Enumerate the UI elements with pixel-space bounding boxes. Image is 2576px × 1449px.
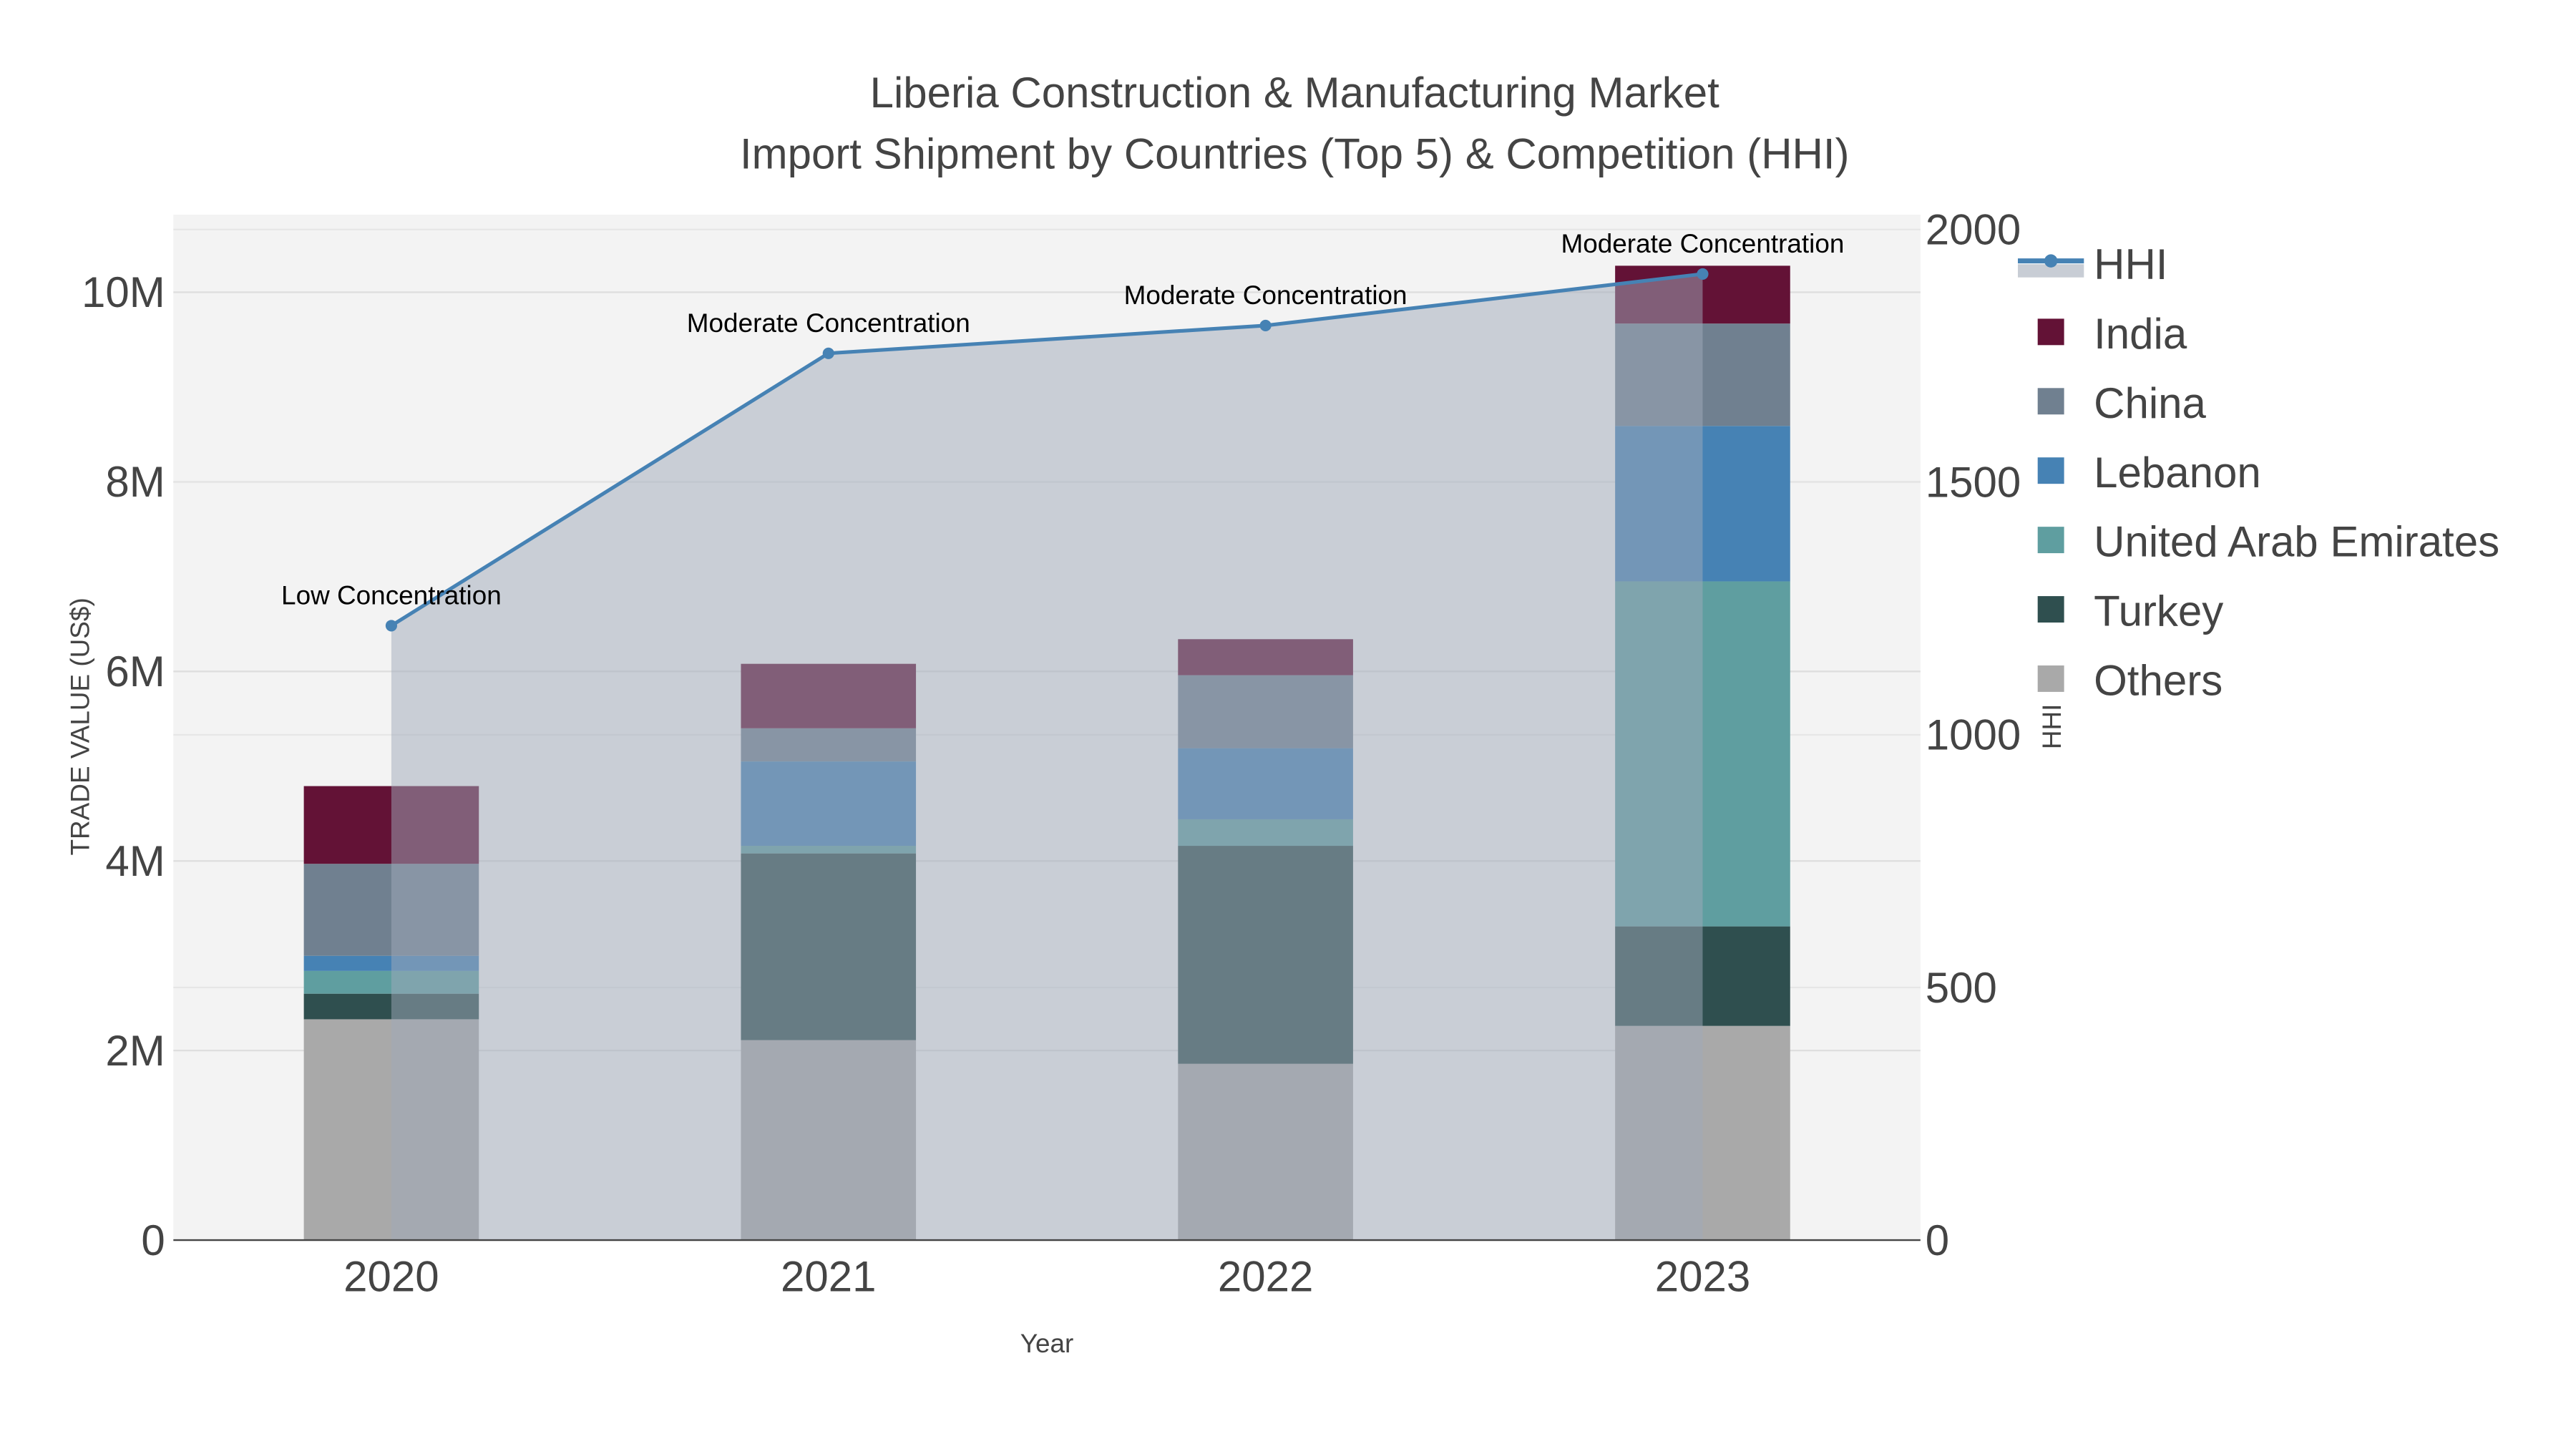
x-tick-label: 2023 bbox=[1655, 1253, 1750, 1301]
legend-label: HHI bbox=[2094, 240, 2167, 288]
hhi-annotation: Moderate Concentration bbox=[1561, 229, 1844, 258]
legend-marker bbox=[2044, 254, 2058, 268]
hhi-point bbox=[822, 347, 834, 359]
legend-swatch bbox=[2037, 665, 2064, 692]
chart-title: Liberia Construction & Manufacturing Mar… bbox=[870, 69, 1720, 117]
legend-label: Others bbox=[2094, 657, 2223, 705]
hhi-point bbox=[1259, 319, 1272, 332]
hhi-area-fill bbox=[391, 273, 1703, 1241]
legend-label: Turkey bbox=[2094, 587, 2223, 635]
hhi-point bbox=[385, 620, 397, 632]
hhi-annotation: Moderate Concentration bbox=[687, 308, 970, 338]
y2-axis-title: HHI bbox=[2037, 704, 2067, 750]
ticks: 0 2M 4M 6M 8M 10M 0 500 1000 1500 2000 2020 2021 2022… bbox=[82, 206, 2021, 1301]
legend-item-turkey[interactable]: Turkey bbox=[2037, 587, 2224, 635]
legend-label: China bbox=[2094, 379, 2206, 427]
y-tick-label: 4M bbox=[105, 837, 165, 885]
hhi-line-path bbox=[390, 272, 1703, 628]
y2-tick-label: 500 bbox=[1926, 964, 1997, 1012]
y-axis-title: TRADE VALUE (US$) bbox=[66, 597, 95, 855]
x-tick-label: 2021 bbox=[781, 1253, 876, 1301]
hhi-annotation: Low Concentration bbox=[281, 580, 502, 610]
x-tick-label: 2020 bbox=[343, 1253, 439, 1301]
x-tick-label: 2022 bbox=[1218, 1253, 1313, 1301]
y2-tick-label: 0 bbox=[1926, 1216, 1949, 1264]
legend-label: India bbox=[2094, 310, 2187, 358]
y-tick-label: 8M bbox=[105, 458, 165, 506]
legend-item-others[interactable]: Others bbox=[2037, 657, 2223, 705]
legend-item-united-arab-emirates[interactable]: United Arab Emirates bbox=[2037, 518, 2499, 566]
x-axis-title: Year bbox=[1020, 1329, 1074, 1358]
hhi-area bbox=[391, 273, 1703, 1241]
legend-item-china[interactable]: China bbox=[2037, 379, 2207, 427]
y2-tick-label: 1000 bbox=[1926, 711, 2021, 759]
legend-item-hhi[interactable]: HHI bbox=[2017, 240, 2167, 288]
y2-tick-label: 1500 bbox=[1926, 459, 2021, 507]
y-tick-label: 0 bbox=[141, 1216, 165, 1264]
hhi-annotation: Moderate Concentration bbox=[1124, 280, 1407, 310]
legend-item-lebanon[interactable]: Lebanon bbox=[2037, 449, 2261, 497]
legend-label: Lebanon bbox=[2094, 449, 2261, 497]
legend-swatch bbox=[2037, 596, 2064, 623]
legend-swatch bbox=[2037, 318, 2064, 346]
legend-swatch bbox=[2037, 527, 2064, 554]
legend-swatch bbox=[2037, 457, 2064, 484]
legend-swatch bbox=[2018, 264, 2084, 278]
y-tick-label: 2M bbox=[105, 1027, 165, 1075]
hhi-point bbox=[1697, 268, 1709, 280]
legend-label: United Arab Emirates bbox=[2094, 518, 2499, 566]
y2-tick-label: 2000 bbox=[1926, 206, 2021, 254]
legend-swatch bbox=[2037, 388, 2064, 415]
chart-subtitle: Import Shipment by Countries (Top 5) & C… bbox=[740, 130, 1850, 177]
legend: HHI India China Lebanon United Arab Emirates… bbox=[2017, 240, 2499, 705]
y-tick-label: 10M bbox=[82, 268, 165, 316]
hhi-line: Low Concentration Moderate Concentration M… bbox=[281, 229, 1844, 632]
legend-item-india[interactable]: India bbox=[2037, 310, 2187, 358]
y-tick-label: 6M bbox=[105, 648, 165, 696]
